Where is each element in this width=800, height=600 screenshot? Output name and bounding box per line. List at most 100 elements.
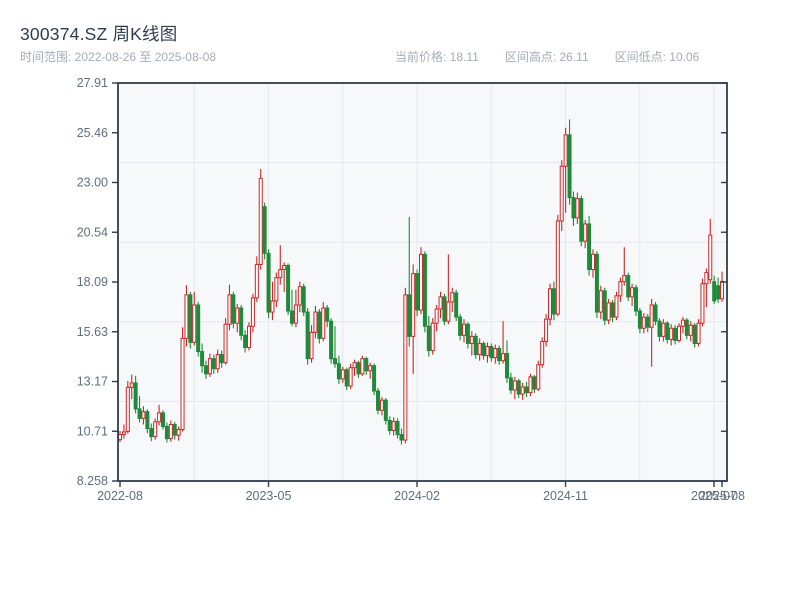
candle-body (207, 358, 212, 375)
y-axis-label: 15.63 (77, 325, 108, 339)
candle-body (430, 322, 435, 352)
candle-body (180, 337, 185, 431)
candle-body (458, 316, 463, 336)
candle-body (720, 280, 724, 300)
candle-body (235, 307, 240, 324)
candle-body (305, 311, 310, 360)
candle-body (211, 358, 216, 370)
x-axis-label: 2022-08 (97, 489, 143, 503)
candle-body (360, 358, 365, 375)
candle-body (270, 300, 275, 313)
x-axis-label: 2025-08 (699, 489, 745, 503)
candle-body (469, 335, 474, 344)
y-axis-label: 8.258 (77, 474, 108, 488)
candle-body (520, 386, 525, 395)
candle-body (395, 420, 400, 436)
candle-body (587, 223, 592, 271)
candle-body (379, 399, 384, 411)
candle-body (692, 324, 697, 344)
candle-body (579, 198, 584, 242)
candle-body (688, 324, 693, 336)
candle-body (118, 434, 122, 441)
candle-body (419, 253, 423, 311)
candle-body (438, 296, 443, 310)
candle-body (415, 273, 420, 311)
candle-body (391, 420, 396, 432)
candle-body (274, 277, 279, 302)
candle-body (133, 382, 138, 410)
candle-body (684, 319, 689, 336)
y-axis-label: 13.17 (77, 375, 108, 389)
x-axis-label: 2025-07 (691, 489, 737, 503)
candle-body (204, 365, 208, 375)
candle-body (239, 307, 244, 336)
candle-body (575, 198, 580, 219)
y-axis-label: 10.71 (77, 424, 108, 438)
candle-body (661, 322, 666, 337)
candle-body (501, 353, 506, 362)
candle-body (555, 220, 560, 315)
candle-body (399, 434, 404, 441)
candle-body (489, 345, 494, 359)
candle-body (450, 292, 455, 303)
candle-body (696, 322, 701, 344)
candle-body (610, 302, 615, 318)
candle-body (649, 304, 654, 328)
candle-body (485, 345, 490, 357)
candle-body (598, 290, 603, 313)
candle-body (364, 358, 369, 372)
x-axis-label: 2023-05 (246, 489, 292, 503)
candle-body (313, 311, 318, 333)
candle-body (266, 252, 271, 313)
candle-body (454, 292, 459, 318)
candle-body (465, 323, 470, 344)
candle-body (524, 386, 529, 394)
candle-body (137, 408, 142, 419)
candle-body (473, 335, 478, 356)
candle-body (540, 340, 545, 366)
candle-body (125, 386, 130, 433)
candle-body (258, 177, 263, 265)
candle-body (227, 294, 232, 325)
candle-body (196, 304, 201, 353)
candle-body (497, 348, 502, 362)
candle-body (462, 323, 466, 336)
candle-body (544, 318, 549, 342)
chart-title: 300374.SZ 周K线图 (20, 24, 178, 44)
candle-body (567, 134, 572, 199)
candle-body (704, 272, 709, 285)
chart-stats: 当前价格: 18.11 区间高点: 26.11 区间低点: 10.06 (395, 48, 699, 65)
candle-body (493, 348, 498, 359)
candle-body (250, 297, 255, 327)
candle-body (282, 264, 287, 271)
candle-body (422, 253, 427, 327)
candle-body (630, 287, 635, 298)
candle-body (387, 419, 392, 432)
candle-body (383, 399, 388, 421)
candle-body (532, 376, 537, 390)
y-axis-label: 27.91 (77, 76, 108, 90)
candle-body (336, 363, 341, 380)
candle-body (176, 429, 181, 436)
stat-range-high: 区间高点: 26.11 (504, 50, 589, 64)
candle-body (508, 377, 513, 391)
candle-body (301, 286, 306, 313)
candle-body (278, 269, 283, 279)
candle-body (637, 310, 642, 329)
candle-body (329, 320, 334, 360)
candle-body (591, 253, 595, 271)
candle-body (442, 296, 447, 322)
candle-body (669, 327, 674, 340)
candle-body (505, 353, 509, 379)
candle-body (426, 325, 431, 352)
candle-body (153, 421, 158, 438)
candle-body (716, 285, 721, 300)
candle-body (677, 325, 681, 341)
candle-body (657, 320, 662, 337)
candle-body (352, 362, 357, 369)
candle-body (262, 206, 267, 254)
x-axis-label: 2024-02 (394, 489, 440, 503)
candle-body (254, 263, 259, 299)
x-axis-label: 2024-11 (543, 489, 588, 503)
